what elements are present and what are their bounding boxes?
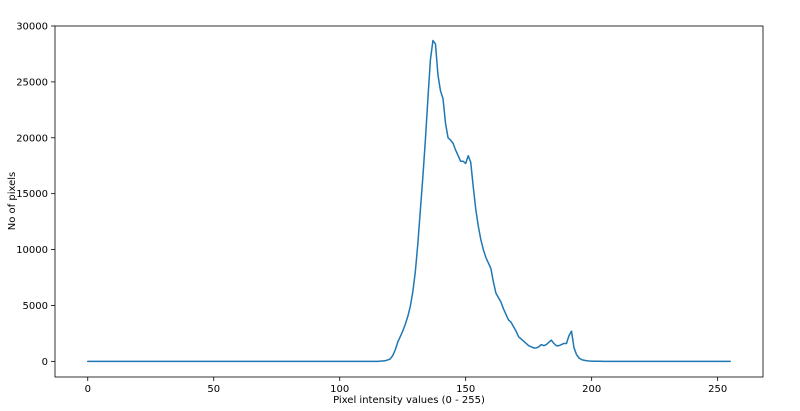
x-axis-ticks: 0 50 100 150 200 250	[85, 377, 727, 395]
y-axis-ticks: 0 5000 10000 15000 20000 25000 30000	[16, 22, 55, 368]
x-axis-label: Pixel intensity values (0 - 255)	[333, 395, 485, 406]
y-tick-label: 25000	[16, 77, 48, 88]
x-tick-label: 0	[85, 384, 91, 395]
x-tick-label: 150	[456, 384, 475, 395]
y-tick-label: 30000	[16, 22, 48, 33]
x-tick-label: 50	[207, 384, 220, 395]
y-tick-label: 0	[42, 357, 48, 368]
plot-area-frame	[54, 25, 764, 378]
y-tick-label: 15000	[16, 189, 48, 200]
x-tick-label: 100	[330, 384, 349, 395]
y-tick-label: 20000	[16, 133, 48, 144]
histogram-series-line	[87, 39, 731, 363]
x-tick-label: 250	[708, 384, 727, 395]
y-axis-label: No of pixels	[7, 172, 18, 230]
y-tick-label: 10000	[16, 245, 48, 256]
y-tick-label: 5000	[23, 301, 48, 312]
x-tick-label: 200	[582, 384, 601, 395]
